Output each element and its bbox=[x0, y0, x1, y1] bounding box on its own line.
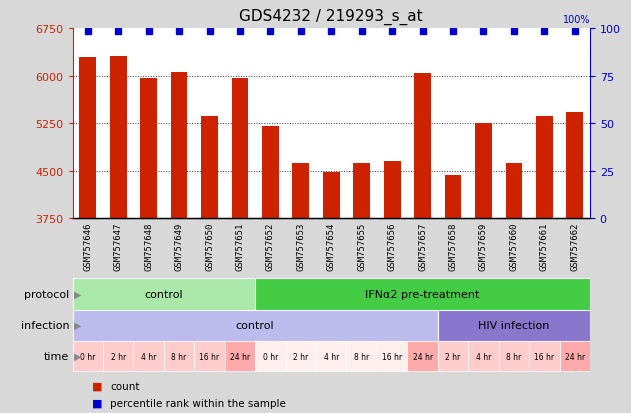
Bar bbox=[438, 310, 590, 341]
FancyBboxPatch shape bbox=[165, 219, 193, 221]
Bar bbox=[498, 341, 529, 371]
Text: 16 hr: 16 hr bbox=[199, 352, 220, 361]
Bar bbox=[133, 341, 164, 371]
Text: 2 hr: 2 hr bbox=[110, 352, 126, 361]
Bar bbox=[567, 113, 583, 413]
Text: 2 hr: 2 hr bbox=[293, 352, 309, 361]
Bar bbox=[475, 123, 492, 413]
Bar bbox=[414, 74, 431, 413]
FancyBboxPatch shape bbox=[135, 219, 162, 221]
FancyBboxPatch shape bbox=[257, 219, 284, 221]
Bar bbox=[140, 79, 157, 413]
Bar bbox=[323, 173, 339, 413]
FancyBboxPatch shape bbox=[317, 219, 345, 221]
Bar bbox=[194, 341, 225, 371]
Text: HIV infection: HIV infection bbox=[478, 320, 550, 330]
Text: infection: infection bbox=[21, 320, 69, 330]
Bar bbox=[164, 341, 194, 371]
Text: protocol: protocol bbox=[24, 289, 69, 299]
Text: 4 hr: 4 hr bbox=[476, 352, 491, 361]
Bar bbox=[316, 341, 346, 371]
Bar bbox=[293, 163, 309, 413]
Text: ■: ■ bbox=[91, 398, 102, 408]
FancyBboxPatch shape bbox=[196, 219, 223, 221]
FancyBboxPatch shape bbox=[561, 219, 589, 221]
Title: GDS4232 / 219293_s_at: GDS4232 / 219293_s_at bbox=[239, 9, 423, 25]
Text: 0 hr: 0 hr bbox=[262, 352, 278, 361]
FancyBboxPatch shape bbox=[409, 219, 436, 221]
FancyBboxPatch shape bbox=[105, 219, 132, 221]
Text: 100%: 100% bbox=[562, 15, 590, 25]
Text: ▶: ▶ bbox=[74, 351, 81, 361]
Text: control: control bbox=[144, 289, 183, 299]
Bar bbox=[445, 176, 461, 413]
Bar bbox=[73, 279, 255, 310]
FancyBboxPatch shape bbox=[439, 219, 467, 221]
FancyBboxPatch shape bbox=[348, 219, 375, 221]
FancyBboxPatch shape bbox=[469, 219, 497, 221]
Bar bbox=[505, 163, 522, 413]
Text: ▶: ▶ bbox=[74, 320, 81, 330]
FancyBboxPatch shape bbox=[500, 219, 528, 221]
Text: 4 hr: 4 hr bbox=[141, 352, 156, 361]
Text: 8 hr: 8 hr bbox=[172, 352, 187, 361]
Text: 16 hr: 16 hr bbox=[534, 352, 555, 361]
Bar bbox=[171, 73, 187, 413]
Text: 24 hr: 24 hr bbox=[565, 352, 585, 361]
Bar bbox=[377, 341, 408, 371]
Bar bbox=[255, 279, 590, 310]
FancyBboxPatch shape bbox=[74, 219, 102, 221]
Text: 2 hr: 2 hr bbox=[445, 352, 461, 361]
Bar bbox=[536, 117, 553, 413]
FancyBboxPatch shape bbox=[379, 219, 406, 221]
Bar bbox=[346, 341, 377, 371]
Text: 24 hr: 24 hr bbox=[230, 352, 250, 361]
Text: control: control bbox=[236, 320, 274, 330]
Bar bbox=[255, 341, 286, 371]
Text: IFNα2 pre-treatment: IFNα2 pre-treatment bbox=[365, 289, 480, 299]
Bar bbox=[560, 341, 590, 371]
Text: time: time bbox=[44, 351, 69, 361]
Bar bbox=[408, 341, 438, 371]
Text: percentile rank within the sample: percentile rank within the sample bbox=[110, 398, 286, 408]
Text: ■: ■ bbox=[91, 381, 102, 391]
Bar bbox=[286, 341, 316, 371]
Text: 0 hr: 0 hr bbox=[80, 352, 95, 361]
Text: count: count bbox=[110, 381, 140, 391]
Text: 24 hr: 24 hr bbox=[413, 352, 433, 361]
Bar bbox=[73, 341, 103, 371]
Bar bbox=[73, 310, 438, 341]
Bar bbox=[232, 79, 249, 413]
Text: 4 hr: 4 hr bbox=[324, 352, 339, 361]
Bar bbox=[384, 161, 401, 413]
FancyBboxPatch shape bbox=[531, 219, 558, 221]
Text: 8 hr: 8 hr bbox=[354, 352, 369, 361]
Bar bbox=[110, 57, 127, 413]
Bar bbox=[80, 58, 96, 413]
Bar bbox=[225, 341, 255, 371]
Bar bbox=[353, 164, 370, 413]
Bar bbox=[529, 341, 560, 371]
Bar bbox=[103, 341, 133, 371]
Text: 8 hr: 8 hr bbox=[506, 352, 521, 361]
Bar bbox=[438, 341, 468, 371]
Text: ▶: ▶ bbox=[74, 289, 81, 299]
FancyBboxPatch shape bbox=[227, 219, 254, 221]
Text: 16 hr: 16 hr bbox=[382, 352, 402, 361]
Bar bbox=[262, 127, 279, 413]
FancyBboxPatch shape bbox=[287, 219, 314, 221]
Bar bbox=[201, 116, 218, 413]
Bar bbox=[468, 341, 498, 371]
